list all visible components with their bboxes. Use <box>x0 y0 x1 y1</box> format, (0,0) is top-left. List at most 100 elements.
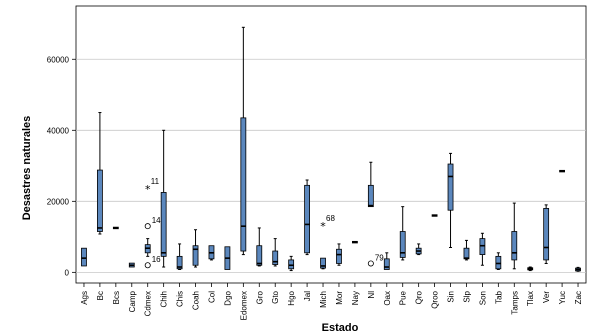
outlier-circle <box>144 223 151 230</box>
x-axis: Ags Bc Bcs Camp Cdmex Chih Chis Coah Col Dgo Edome… <box>80 283 583 320</box>
y-axis: 0 20000 40000 60000 <box>47 55 76 277</box>
box-mich <box>320 257 326 270</box>
box-body <box>81 247 87 267</box>
outlier-label: 79 <box>375 253 384 262</box>
box-body <box>399 231 406 258</box>
box-tlax <box>527 266 534 272</box>
box-slp <box>463 239 470 261</box>
box-col <box>208 245 215 261</box>
x-tick-label: Gro <box>255 290 264 304</box>
outlier-label: 16 <box>152 255 161 264</box>
box-body <box>383 258 390 270</box>
outlier-star: * <box>145 183 151 196</box>
outlier-star: * <box>320 220 326 233</box>
x-tick-label: Tamps <box>510 291 519 315</box>
box-dgo <box>224 246 231 270</box>
box-body <box>240 117 247 252</box>
box-tab <box>495 252 502 271</box>
x-tick-label: Ags <box>80 291 89 305</box>
box-body <box>304 184 310 254</box>
x-tick-label: Coah <box>192 291 201 310</box>
x-tick-label: Qro <box>415 290 424 304</box>
box-camp <box>128 262 135 268</box>
box-hgo <box>288 255 295 272</box>
outlier-label: 68 <box>326 214 335 223</box>
x-tick-label: Pue <box>399 290 408 305</box>
x-tick-label: Camp <box>128 290 137 312</box>
box-body <box>336 248 342 264</box>
box-body <box>272 250 279 265</box>
x-tick-label: Cdmex <box>144 291 153 316</box>
x-tick-label: Slp <box>462 290 471 302</box>
box-nay <box>352 240 358 244</box>
x-tick-label: Tlax <box>526 291 535 306</box>
box-bcs <box>112 226 119 230</box>
x-tick-label: Col <box>207 291 216 303</box>
box-ags <box>81 247 87 267</box>
outlier-circle <box>367 260 374 267</box>
y-tick-label: 40000 <box>47 126 70 135</box>
box-body <box>160 192 167 257</box>
x-tick-label: Yuc <box>558 291 567 304</box>
box-qroo <box>431 214 438 217</box>
box-cdmex <box>144 238 151 257</box>
box-ver <box>543 204 550 264</box>
outlier-label: 11 <box>151 177 160 186</box>
box-body <box>288 259 295 270</box>
x-tick-label: Edomex <box>239 291 248 320</box>
box-gto <box>272 238 279 267</box>
box-zac <box>575 266 581 272</box>
x-tick-label: Oax <box>383 291 392 306</box>
y-tick-label: 60000 <box>47 55 70 64</box>
box-body <box>543 208 550 261</box>
box-tamps <box>511 202 518 270</box>
x-tick-label: Ver <box>542 291 551 303</box>
box-pue <box>399 206 406 261</box>
box-body <box>256 245 263 266</box>
box-sin <box>447 152 454 248</box>
box-yuc <box>559 169 565 173</box>
outlier-circle <box>144 262 151 269</box>
x-tick-label: Mor <box>335 291 344 305</box>
y-tick-label: 0 <box>65 268 70 277</box>
plot-area <box>75 5 587 284</box>
x-tick-label: Tab <box>494 290 503 303</box>
box-edomex <box>240 26 247 256</box>
box-body <box>463 247 470 260</box>
x-tick-label: Hgo <box>287 290 296 305</box>
box-body <box>320 257 326 269</box>
box-bc <box>97 112 103 235</box>
x-tick-label: Zac <box>574 291 583 304</box>
box-body <box>192 245 199 266</box>
x-tick-label: Sin <box>447 291 456 303</box>
box-body <box>367 184 374 208</box>
box-chih <box>160 129 167 268</box>
x-tick-label: Son <box>478 291 487 305</box>
x-tick-label: Gto <box>271 290 280 303</box>
y-axis-title: Desastres naturales <box>21 116 33 221</box>
box-body <box>176 255 183 270</box>
box-son <box>479 232 486 266</box>
x-tick-label: Bc <box>96 291 105 300</box>
box-jal <box>304 179 310 256</box>
x-tick-label: Bcs <box>112 291 121 304</box>
box-mor <box>336 243 342 266</box>
x-tick-label: Chis <box>176 291 185 307</box>
x-axis-title: Estado <box>322 322 359 334</box>
box-body <box>495 255 502 270</box>
x-tick-label: Chih <box>160 291 169 307</box>
box-chis <box>176 243 183 271</box>
box-oax <box>383 252 390 270</box>
box-nl <box>367 161 374 208</box>
x-tick-label: Nl <box>367 291 376 299</box>
x-tick-label: Dgo <box>223 290 232 305</box>
y-tick-label: 20000 <box>47 197 70 206</box>
box-coah <box>192 229 199 268</box>
box-body <box>97 169 103 232</box>
x-tick-label: Mich <box>319 291 328 308</box>
box-gro <box>256 227 263 267</box>
x-tick-label: Qroo <box>431 290 440 308</box>
box-body <box>479 238 486 255</box>
